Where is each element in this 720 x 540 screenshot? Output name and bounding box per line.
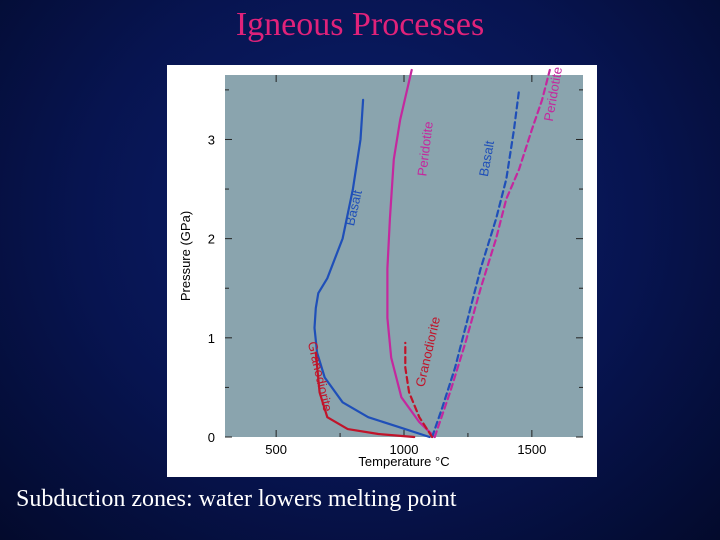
peridotite-solid-label: Peridotite: [414, 121, 436, 177]
x-tick-label: 1000: [390, 442, 419, 457]
figure-panel: 500 1000 1500 0 1 2 3 Basalt Peridotite Granodio…: [167, 65, 597, 477]
granodiorite-solid-curve: [314, 351, 416, 439]
x-tick-label: 1500: [517, 442, 546, 457]
granodiorite-dashed-curve: [404, 341, 434, 439]
y-tick-label: 2: [208, 232, 215, 247]
slide-caption: Subduction zones: water lowers melting p…: [16, 486, 457, 512]
basalt-dashed-curve: [431, 88, 521, 439]
basalt-solid-curve: [313, 98, 431, 439]
peridotite-dashed-curve: [433, 68, 551, 439]
plot-area: [225, 75, 583, 437]
y-tick-label: 1: [208, 331, 215, 346]
x-axis-title: Temperature °C: [358, 454, 449, 469]
x-tick-label: 500: [265, 442, 287, 457]
y-tick-label: 0: [208, 430, 215, 445]
peridotite-solid-curve: [386, 68, 436, 439]
y-axis-title: Pressure (GPa): [178, 211, 193, 301]
slide-title: Igneous Processes: [235, 6, 485, 43]
basalt-dashed-label: Basalt: [476, 139, 497, 178]
y-tick-label: 3: [208, 132, 215, 147]
